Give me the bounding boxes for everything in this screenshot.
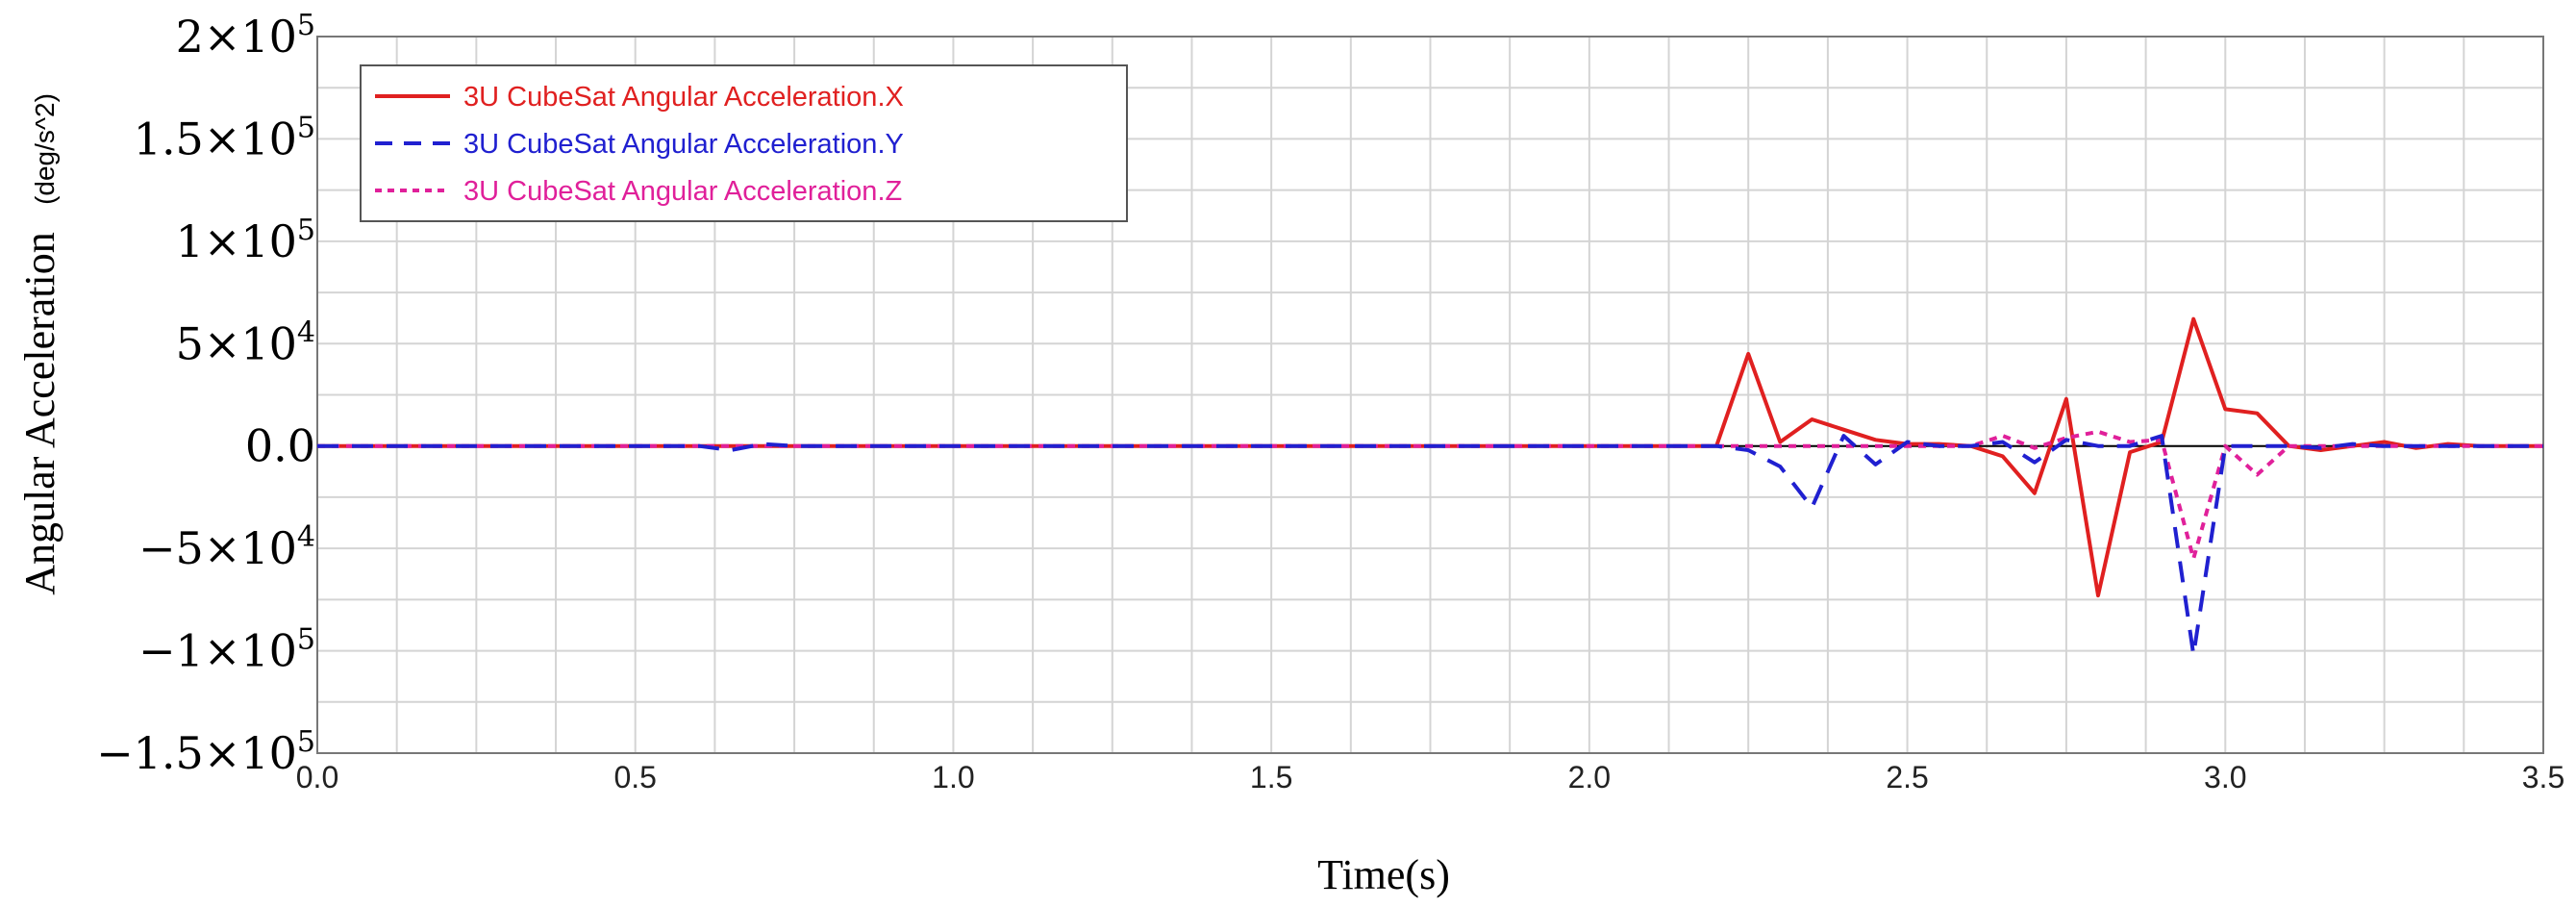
y-tick-label: −5×104 — [138, 520, 315, 574]
x-tick-label: 0.5 — [613, 760, 656, 794]
y-tick-label: 1.5×105 — [134, 111, 315, 164]
series-line-x — [317, 316, 2543, 598]
y-tick-labels: 2×105 1.5×105 1×105 5×104 0.0 −5×104 −1×105 −1.… — [96, 9, 315, 779]
x-tick-labels: 0.0 0.5 1.0 1.5 2.0 2.5 3.0 3.5 — [296, 760, 2564, 794]
legend-box — [360, 64, 1128, 222]
y-tick-label: 5×104 — [176, 315, 315, 369]
series-layer — [317, 316, 2543, 657]
y-tick-label: 2×105 — [176, 9, 315, 63]
x-tick-label: 2.0 — [1568, 760, 1611, 794]
y-axis-unit: (deg/s^2) — [30, 93, 60, 205]
y-tick-label: −1×105 — [138, 623, 315, 677]
y-tick-label: −1.5×105 — [96, 725, 315, 779]
legend: 3U CubeSat Angular Acceleration.X 3U Cub… — [360, 64, 1128, 222]
x-tick-label: 0.0 — [296, 760, 338, 794]
x-tick-label: 3.5 — [2522, 760, 2564, 794]
series-line-y — [317, 434, 2543, 657]
y-tick-label: 0.0 — [245, 420, 315, 472]
x-tick-label: 3.0 — [2204, 760, 2246, 794]
legend-label-z: 3U CubeSat Angular Acceleration.Z — [463, 176, 902, 207]
legend-label-x: 3U CubeSat Angular Acceleration.X — [463, 82, 904, 113]
x-axis-title: Time(s) — [1317, 851, 1450, 898]
x-tick-label: 1.0 — [932, 760, 974, 794]
y-axis-title: Angular Acceleration — [16, 232, 63, 595]
plot-area — [316, 36, 2544, 754]
x-tick-label: 2.5 — [1886, 760, 1928, 794]
legend-label-y: 3U CubeSat Angular Acceleration.Y — [463, 129, 904, 160]
y-tick-label: 1×105 — [176, 214, 315, 267]
x-tick-label: 1.5 — [1250, 760, 1292, 794]
